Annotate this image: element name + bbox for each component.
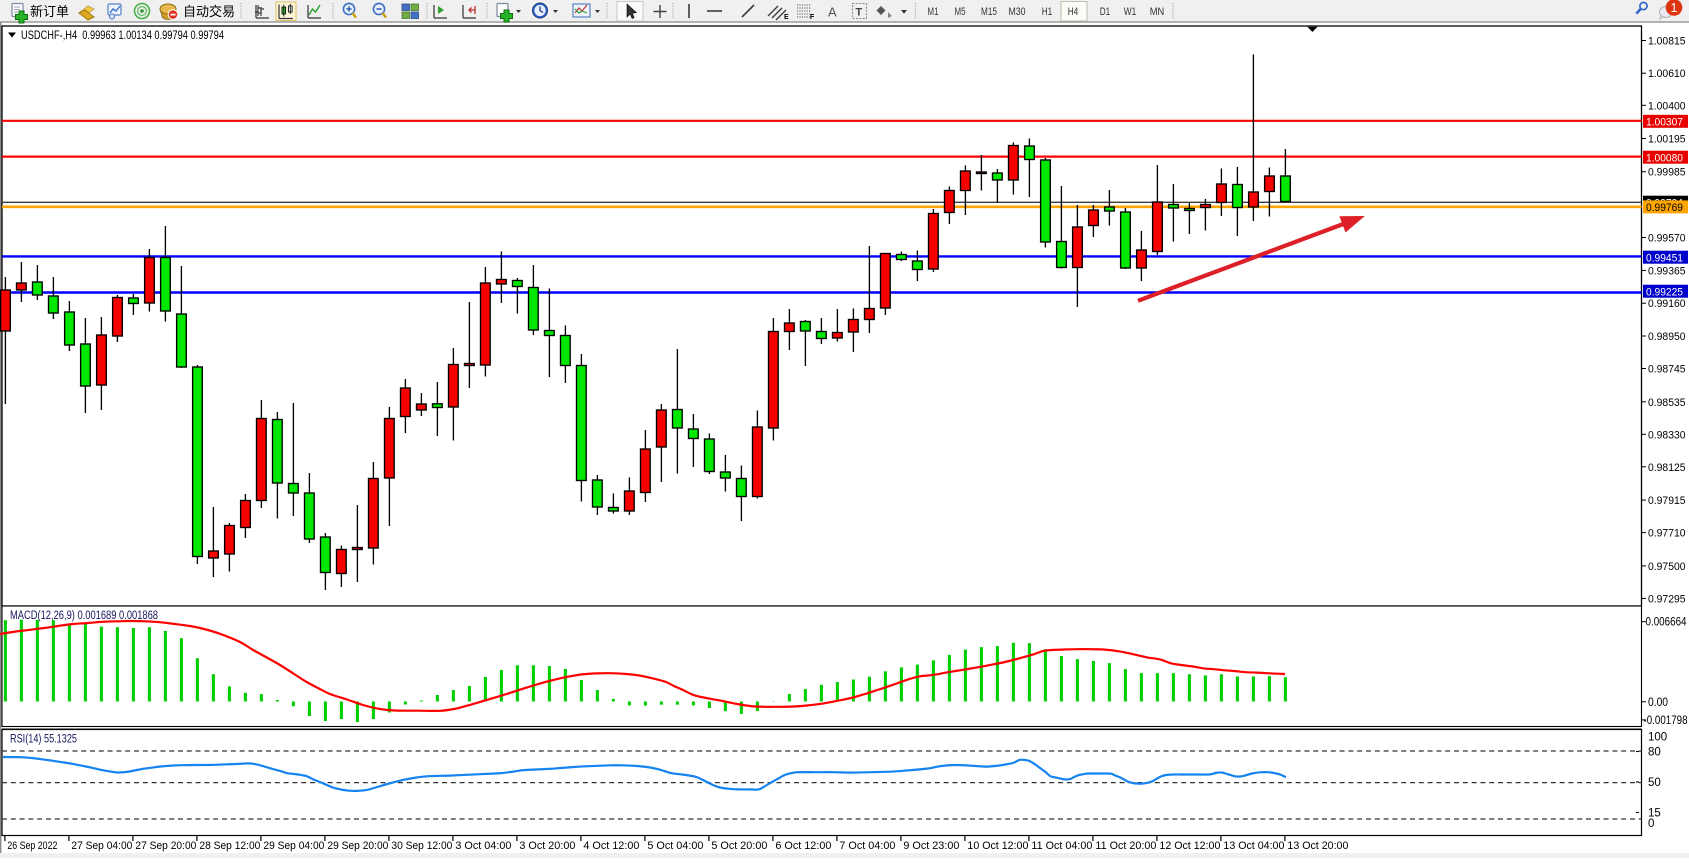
svg-text:26 Sep 2022: 26 Sep 2022 (7, 840, 57, 852)
svg-text:W1: W1 (1124, 6, 1137, 18)
svg-text:0.00: 0.00 (1648, 697, 1668, 709)
svg-text:0.98745: 0.98745 (1648, 364, 1686, 376)
svg-text:M1: M1 (928, 6, 939, 18)
svg-text:新订单: 新订单 (30, 4, 69, 19)
svg-text:50: 50 (1648, 777, 1661, 789)
svg-text:T: T (856, 7, 863, 19)
svg-text:A: A (828, 5, 837, 20)
svg-text:15: 15 (1648, 808, 1661, 820)
svg-text:H4: H4 (1068, 6, 1079, 18)
svg-text:M15: M15 (981, 6, 997, 18)
svg-text:0.97295: 0.97295 (1648, 593, 1686, 605)
svg-text:29 Sep 20:00: 29 Sep 20:00 (327, 840, 388, 852)
svg-text:0.98330: 0.98330 (1648, 429, 1686, 441)
svg-text:0.97710: 0.97710 (1648, 528, 1686, 540)
svg-text:11 Oct 20:00: 11 Oct 20:00 (1095, 840, 1156, 852)
svg-text:F: F (810, 14, 815, 21)
svg-text:MACD(12,26,9) 0.001689 0.00186: MACD(12,26,9) 0.001689 0.001868 (10, 610, 158, 622)
svg-text:0.98535: 0.98535 (1648, 397, 1686, 409)
svg-text:0: 0 (1648, 818, 1654, 830)
svg-text:0.97500: 0.97500 (1648, 561, 1686, 573)
svg-text:4 Oct 12:00: 4 Oct 12:00 (583, 840, 639, 852)
svg-text:1.00400: 1.00400 (1648, 100, 1686, 112)
svg-text:100: 100 (1648, 732, 1667, 744)
svg-text:0.99451: 0.99451 (1646, 252, 1683, 264)
svg-text:自动交易: 自动交易 (183, 4, 235, 19)
svg-text:E: E (784, 14, 789, 21)
svg-text:1.00195: 1.00195 (1648, 134, 1686, 146)
svg-text:12 Oct 12:00: 12 Oct 12:00 (1159, 840, 1220, 852)
svg-text:RSI(14) 55.1325: RSI(14) 55.1325 (10, 734, 77, 746)
svg-text:H1: H1 (1042, 6, 1053, 18)
svg-text:USDCHF-,H4 0.99963 1.00134 0.: USDCHF-,H4 0.99963 1.00134 0.99794 0.997… (21, 28, 224, 42)
svg-text:1.00307: 1.00307 (1646, 117, 1683, 129)
svg-text:28 Sep 12:00: 28 Sep 12:00 (199, 840, 260, 852)
svg-text:29 Sep 04:00: 29 Sep 04:00 (263, 840, 324, 852)
svg-text:6 Oct 12:00: 6 Oct 12:00 (775, 840, 831, 852)
svg-text:27 Sep 20:00: 27 Sep 20:00 (135, 840, 196, 852)
svg-text:80: 80 (1648, 747, 1661, 759)
svg-text:0.99570: 0.99570 (1648, 233, 1686, 245)
svg-text:1.00815: 1.00815 (1648, 36, 1686, 48)
svg-text:0.99985: 0.99985 (1648, 167, 1686, 179)
svg-text:M5: M5 (955, 6, 966, 18)
svg-text:1.00610: 1.00610 (1648, 68, 1686, 80)
svg-text:9 Oct 23:00: 9 Oct 23:00 (903, 840, 959, 852)
svg-text:0.99769: 0.99769 (1646, 202, 1683, 214)
svg-text:0.99160: 0.99160 (1648, 298, 1686, 310)
svg-text:0.98950: 0.98950 (1648, 331, 1686, 343)
svg-text:D1: D1 (1100, 6, 1111, 18)
svg-text:M30: M30 (1009, 6, 1026, 18)
svg-text:MN: MN (1150, 6, 1165, 18)
svg-text:10 Oct 12:00: 10 Oct 12:00 (967, 840, 1028, 852)
svg-text:0.99365: 0.99365 (1648, 265, 1686, 277)
svg-text:13 Oct 04:00: 13 Oct 04:00 (1223, 840, 1284, 852)
svg-text:0.006664: 0.006664 (1646, 617, 1688, 629)
svg-text:7 Oct 04:00: 7 Oct 04:00 (839, 840, 895, 852)
svg-text:0.98125: 0.98125 (1648, 462, 1686, 474)
svg-text:27 Sep 04:00: 27 Sep 04:00 (71, 840, 132, 852)
svg-text:-0.001798: -0.001798 (1644, 715, 1688, 727)
svg-text:30 Sep 12:00: 30 Sep 12:00 (391, 840, 452, 852)
svg-text:5 Oct 20:00: 5 Oct 20:00 (711, 840, 767, 852)
svg-text:11 Oct 04:00: 11 Oct 04:00 (1031, 840, 1092, 852)
svg-text:0.97915: 0.97915 (1648, 495, 1686, 507)
svg-text:1.00080: 1.00080 (1646, 152, 1683, 164)
svg-text:5 Oct 04:00: 5 Oct 04:00 (647, 840, 703, 852)
svg-text:1: 1 (1671, 1, 1678, 15)
svg-text:3 Oct 20:00: 3 Oct 20:00 (519, 840, 575, 852)
svg-text:0.99225: 0.99225 (1646, 286, 1683, 298)
svg-text:13 Oct 20:00: 13 Oct 20:00 (1287, 840, 1348, 852)
svg-text:3 Oct 04:00: 3 Oct 04:00 (455, 840, 511, 852)
